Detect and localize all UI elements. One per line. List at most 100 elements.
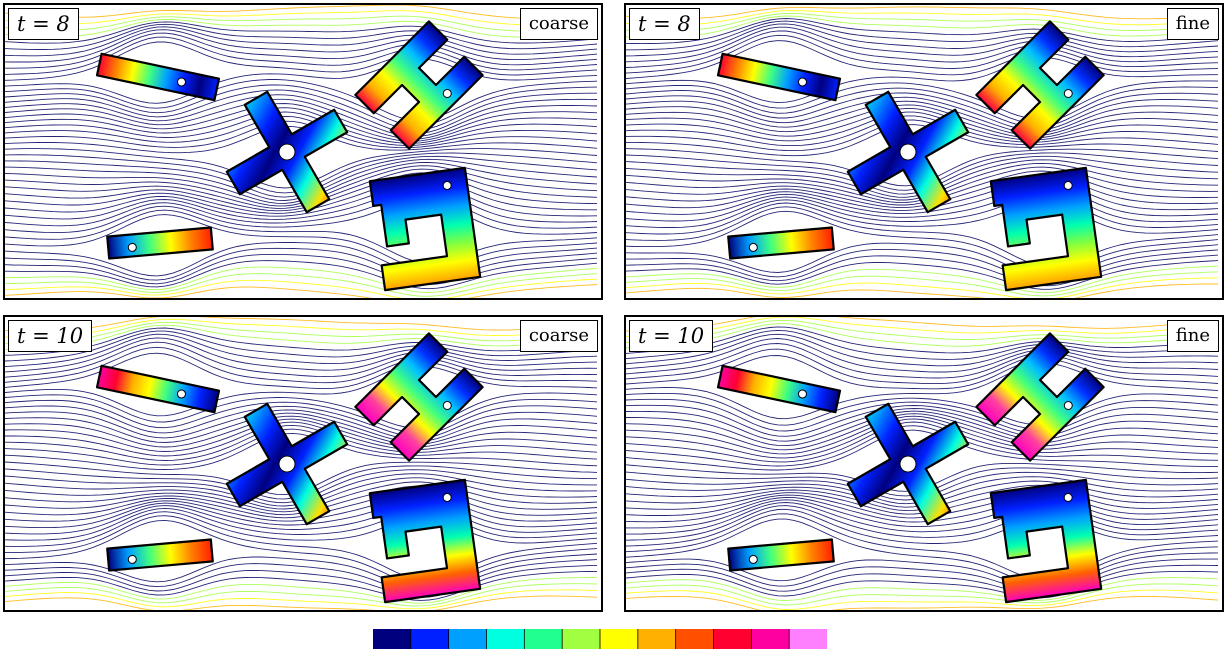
colorbar-segment	[448, 629, 487, 649]
pivot-hole	[442, 88, 452, 98]
streamline	[626, 329, 1218, 360]
body-h-shape	[975, 332, 1105, 462]
streamline	[5, 507, 598, 541]
streamline	[626, 196, 1219, 228]
streamline	[626, 496, 1219, 523]
body-hooked-frame	[368, 166, 482, 292]
body-shape	[727, 538, 835, 572]
pivot-hole	[127, 554, 137, 564]
streamline	[5, 559, 598, 595]
body-shape	[354, 20, 484, 150]
streamline	[5, 115, 598, 146]
streamline	[5, 418, 598, 452]
body-shape	[727, 226, 835, 260]
streamline	[626, 30, 1219, 68]
streamline	[626, 179, 1219, 211]
streamline	[5, 330, 598, 362]
pivot-hole	[899, 455, 917, 473]
body-shape	[975, 20, 1105, 150]
pivot-hole	[797, 389, 807, 399]
streamline	[626, 317, 1219, 338]
flow-field-t10-fine	[626, 317, 1219, 610]
streamline	[626, 184, 1219, 217]
streamline	[5, 120, 598, 149]
streamline	[626, 392, 1219, 426]
streamline	[626, 57, 1218, 104]
body-small-bar	[727, 226, 835, 260]
streamline	[5, 412, 598, 443]
body-cross	[846, 402, 970, 526]
streamline	[5, 199, 598, 235]
body-cross	[846, 90, 970, 214]
streamline	[5, 79, 598, 121]
body-shape	[368, 166, 482, 292]
pivot-hole	[797, 77, 807, 87]
body-cross	[225, 90, 349, 214]
streamline	[626, 104, 1219, 137]
streamline	[5, 324, 598, 350]
streamline	[626, 518, 1219, 586]
body-shape	[95, 52, 221, 102]
body-shape	[106, 226, 214, 260]
streamline	[626, 119, 1219, 152]
body-shape	[95, 364, 221, 414]
streamline	[626, 15, 1219, 38]
streamline	[5, 21, 598, 44]
streamline	[5, 424, 598, 461]
streamline	[626, 319, 1219, 343]
pivot-hole	[1063, 400, 1073, 410]
streamline	[626, 107, 1219, 139]
streamline	[5, 98, 598, 137]
pivot-hole	[127, 242, 137, 252]
streamline	[5, 176, 597, 214]
streamline	[5, 89, 597, 131]
panel-t10-fine: t = 10 fine	[624, 315, 1224, 612]
body-hooked-frame	[368, 478, 482, 604]
streamline	[5, 583, 598, 607]
streamline	[5, 172, 598, 212]
streamline	[5, 103, 598, 140]
streamline	[626, 493, 1219, 519]
colorbar	[373, 629, 827, 649]
colorbar-segment	[486, 629, 525, 649]
streamline	[5, 247, 598, 281]
streamline	[5, 18, 598, 38]
streamline	[5, 499, 598, 529]
streamline	[626, 202, 1219, 235]
streamline	[626, 326, 1219, 354]
streamline	[626, 86, 1219, 124]
body-shape	[368, 478, 482, 604]
streamline	[5, 23, 598, 50]
panel-t10-coarse: t = 10 coarse	[3, 315, 603, 612]
streamline	[5, 260, 598, 290]
body-hooked-frame	[989, 166, 1103, 292]
colorbar-segment	[410, 629, 450, 649]
streamline	[626, 513, 1219, 581]
streamline	[626, 425, 1219, 467]
streamline	[626, 174, 1219, 209]
streamline	[5, 181, 598, 217]
streamline	[5, 278, 598, 298]
streamline	[626, 505, 1219, 541]
pivot-hole	[442, 180, 452, 190]
panel-t8-coarse: t = 8 coarse	[3, 3, 603, 300]
streamline	[5, 327, 598, 356]
streamline	[626, 413, 1219, 451]
streamline	[5, 494, 598, 522]
body-shape	[975, 332, 1105, 462]
streamline	[626, 408, 1219, 442]
streamline	[5, 266, 598, 293]
streamline	[5, 107, 598, 142]
colorbar-segment	[789, 629, 827, 649]
streamline	[5, 341, 598, 378]
streamline	[626, 210, 1219, 273]
streamline	[626, 124, 1219, 157]
colorbar-segment	[675, 629, 714, 649]
streamline	[626, 23, 1219, 57]
streamline	[626, 323, 1219, 349]
flow-field-t8-coarse	[5, 5, 598, 298]
streamline	[626, 100, 1219, 134]
streamline	[626, 10, 1219, 26]
body-h-shape	[354, 20, 484, 150]
streamline	[5, 346, 598, 384]
